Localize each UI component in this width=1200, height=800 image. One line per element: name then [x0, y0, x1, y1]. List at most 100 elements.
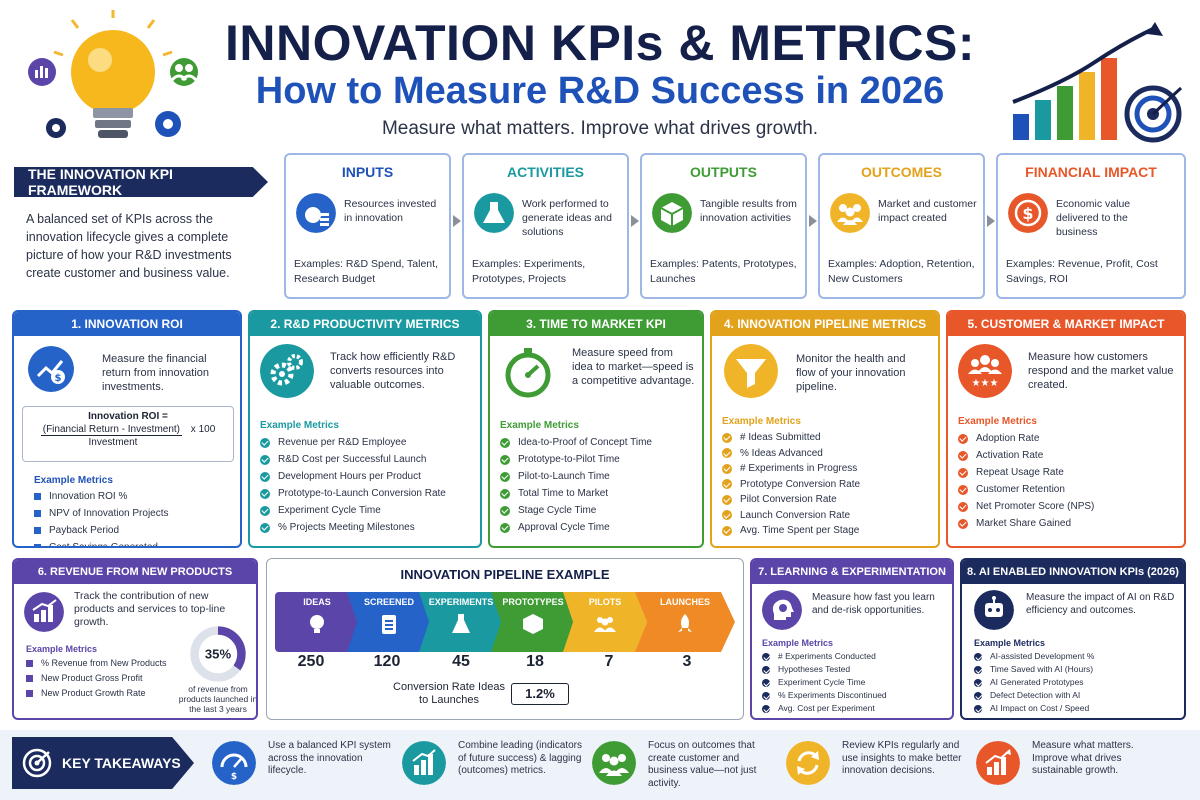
framework-stage-inputs: INPUTS Resources invested in innovation … — [284, 153, 451, 299]
takeaway-item: Review KPIs regularly and use insights t… — [786, 738, 976, 788]
svg-text:$: $ — [231, 772, 237, 782]
pipeline-value: 7 — [604, 653, 614, 670]
example-metrics-title: Example Metrics — [762, 638, 834, 648]
section-title: 7. LEARNING & EXPERIMENTATION — [752, 560, 952, 584]
stage-title: OUTCOMES — [861, 164, 942, 180]
growth-chart-target-icon — [1012, 22, 1183, 143]
stage-examples: Examples: Experiments, Prototypes, Proje… — [472, 258, 586, 285]
section-title: 8. AI ENABLED INNOVATION KPIs (2026) — [962, 560, 1184, 584]
stage-title: ACTIVITIES — [506, 164, 584, 180]
list-item: Cost Savings Generated — [34, 539, 169, 546]
gauge-dollar-icon: $ — [212, 741, 256, 785]
section-time-to-market: 3. TIME TO MARKET KPI Measure speed from… — [488, 310, 704, 548]
section-description: Track how efficiently R&D converts resou… — [330, 351, 456, 391]
svg-text:$: $ — [1022, 204, 1033, 223]
takeaway-item: Combine leading (indicators of future su… — [402, 738, 592, 788]
chart-bars-icon — [402, 741, 446, 785]
section-description: Track the contribution of new products a… — [74, 590, 226, 628]
framework-stage-outcomes: OUTCOMES Market and customer impact crea… — [818, 153, 985, 299]
list-item: Market Share Gained — [958, 515, 1094, 532]
takeaway-item: Measure what matters. Improve what drive… — [976, 738, 1186, 788]
refresh-icon — [786, 741, 830, 785]
pipeline-title: INNOVATION PIPELINE EXAMPLE — [400, 567, 610, 582]
dollar-icon: $ — [1008, 193, 1048, 233]
list-item: Approval Cycle Time — [500, 519, 652, 536]
stage-title: INPUTS — [341, 164, 394, 180]
growth-chart-icon — [976, 741, 1020, 785]
box-icon — [523, 614, 543, 634]
list-item: Net Promoter Score (NPS) — [958, 498, 1094, 515]
stage-text: Work performed to generate ideas and sol… — [522, 198, 612, 238]
conversion-rate-label: Conversion Rate Ideas to Launches — [393, 681, 505, 706]
section-title: 3. TIME TO MARKET KPI — [490, 312, 702, 336]
pipeline-stage-ideas: IDEAS — [275, 592, 359, 652]
metric-list: AI-assisted Development % Time Saved wit… — [974, 650, 1094, 715]
takeaway-text: Use a balanced KPI system across the inn… — [268, 740, 391, 776]
takeaway-text: Measure what matters. Improve what drive… — [1032, 740, 1134, 776]
list-item: Avg. Cost per Experiment — [762, 702, 887, 715]
takeaway-item: $ Use a balanced KPI system across the i… — [212, 738, 402, 788]
stage-text: Market and customer impact created — [878, 198, 977, 224]
metric-list: Innovation ROI % NPV of Innovation Proje… — [34, 488, 169, 546]
stage-title: OUTPUTS — [690, 164, 757, 180]
list-item: Defect Detection with AI — [974, 689, 1094, 702]
revenue-chart-icon — [24, 592, 64, 632]
list-item: Experiment Cycle Time — [260, 502, 446, 519]
metric-list: % Revenue from New Products New Product … — [26, 656, 167, 701]
list-item: AI Generated Prototypes — [974, 676, 1094, 689]
section-revenue-new-products: 6. REVENUE FROM NEW PRODUCTS Track the c… — [12, 558, 258, 720]
list-item: AI Impact on Cost / Speed — [974, 702, 1094, 715]
metric-list: Revenue per R&D Employee R&D Cost per Su… — [260, 434, 446, 536]
framework-stage-activities: ACTIVITIES Work performed to generate id… — [462, 153, 629, 299]
metric-list: # Experiments Conducted Hypotheses Teste… — [762, 650, 887, 715]
list-item: New Product Growth Rate — [26, 686, 167, 701]
list-item: Payback Period — [34, 522, 169, 539]
roi-formula: Innovation ROI = (Financial Return - Inv… — [22, 406, 234, 462]
takeaway-text: Review KPIs regularly and use insights t… — [842, 740, 962, 776]
lightbulb-illustration-icon — [28, 10, 198, 138]
list-item: AI-assisted Development % — [974, 650, 1094, 663]
list-item: # Experiments Conducted — [762, 650, 887, 663]
donut-value: 35% — [205, 647, 232, 662]
section-title: 4. INNOVATION PIPELINE METRICS — [712, 312, 938, 336]
example-metrics-title: Example Metrics — [260, 420, 339, 431]
page-subtitle: How to Measure R&D Success in 2026 — [255, 70, 945, 112]
framework-description: A balanced set of KPIs across the innova… — [26, 212, 232, 280]
money-bag-icon — [296, 193, 336, 233]
example-metrics-title: Example Metrics — [26, 644, 98, 654]
metric-list: # Ideas Submitted % Ideas Advanced # Exp… — [722, 430, 860, 539]
section-ai-enabled-kpis: 8. AI ENABLED INNOVATION KPIs (2026) Mea… — [960, 558, 1186, 720]
brain-head-icon — [762, 590, 802, 630]
framework-stage-financial-impact: FINANCIAL IMPACT $ Economic value delive… — [996, 153, 1186, 299]
example-metrics-title: Example Metrics — [34, 475, 113, 486]
section-customer-market-impact: 5. CUSTOMER & MARKET IMPACT ★★★ Measure … — [946, 310, 1186, 548]
list-item: Time Saved with AI (Hours) — [974, 663, 1094, 676]
list-item: Development Hours per Product — [260, 468, 446, 485]
stopwatch-icon — [505, 348, 551, 398]
people-icon — [830, 193, 870, 233]
donut-arc — [190, 626, 246, 682]
section-pipeline-metrics: 4. INNOVATION PIPELINE METRICS Monitor t… — [710, 310, 940, 548]
rocket-icon — [678, 614, 692, 632]
pipeline-stage-prototypes: PROTOTYPES — [491, 592, 575, 652]
lightbulb-icon — [310, 615, 324, 633]
tagline: Measure what matters. Improve what drive… — [381, 118, 819, 139]
donut-caption: of revenue from products launched in the… — [178, 684, 258, 714]
list-item: Avg. Time Spent per Stage — [722, 523, 860, 539]
header: INNOVATION KPIs & METRICS: How to Measur… — [0, 0, 1200, 150]
formula-numerator: (Financial Return - Investment) — [40, 424, 183, 436]
stage-examples: Examples: Patents, Prototypes, Launches — [650, 258, 797, 285]
takeaways-title: KEY TAKEAWAYS — [62, 755, 181, 771]
list-item: Activation Rate — [958, 447, 1094, 464]
list-item: Customer Retention — [958, 481, 1094, 498]
stage-examples: Examples: Adoption, Retention, New Custo… — [828, 258, 975, 285]
pipeline-value: 120 — [373, 653, 401, 670]
people-icon — [594, 617, 616, 632]
section-description: Measure how fast you learn and de-risk o… — [812, 592, 935, 616]
stage-text: Resources invested in innovation — [344, 198, 437, 224]
list-item: Prototype-to-Launch Conversion Rate — [260, 485, 446, 502]
page-title: INNOVATION KPIs & METRICS: — [224, 15, 976, 71]
arrow-right-icon — [631, 215, 639, 227]
list-item: Stage Cycle Time — [500, 502, 652, 519]
arrow-right-icon — [987, 215, 995, 227]
